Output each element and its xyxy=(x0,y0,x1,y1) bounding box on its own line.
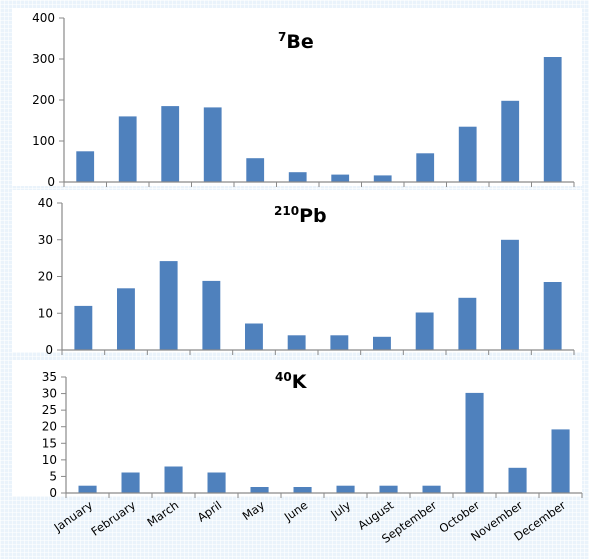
bar-november xyxy=(508,467,527,493)
bar-april xyxy=(207,472,226,493)
y-tick-label: 300 xyxy=(32,52,55,66)
y-tick-label: 0 xyxy=(45,343,53,357)
y-tick-label: 35 xyxy=(42,370,57,384)
bar-may xyxy=(245,323,263,350)
chart-panel-be7: 0 100 200 300 400 7Be xyxy=(12,8,582,189)
bar-march xyxy=(161,106,180,182)
x-tick-label: March xyxy=(144,498,181,530)
bar-august xyxy=(373,175,392,182)
bar-january xyxy=(78,485,97,493)
x-tick-label: February xyxy=(88,498,138,539)
bar-july xyxy=(336,485,355,493)
bar-january xyxy=(74,305,93,350)
y-tick-label: 10 xyxy=(42,453,57,467)
bar-july xyxy=(330,335,349,350)
x-tick-label: January xyxy=(51,498,96,535)
x-tick-label: May xyxy=(240,498,268,523)
bar-march xyxy=(159,261,178,350)
bar-march xyxy=(164,466,183,493)
bar-november xyxy=(501,239,519,351)
bar-october xyxy=(465,392,484,493)
y-tick-label: 5 xyxy=(49,469,57,483)
y-tick-label: 20 xyxy=(38,270,53,284)
y-tick-label: 0 xyxy=(49,486,57,500)
bar-december xyxy=(551,429,570,493)
x-tick-label: June xyxy=(281,498,310,524)
x-tick-label: July xyxy=(327,498,353,522)
bar-august xyxy=(373,336,391,350)
panel-title: 7Be xyxy=(278,30,314,53)
y-tick-label: 40 xyxy=(38,196,53,210)
y-tick-label: 400 xyxy=(32,11,55,25)
panel-title: 210Pb xyxy=(274,204,327,227)
bar-september xyxy=(416,153,435,182)
title-symbol: K xyxy=(292,371,308,393)
title-symbol: Pb xyxy=(299,205,327,227)
bar-december xyxy=(543,282,562,350)
bar-june xyxy=(287,335,306,350)
x-tick-label: April xyxy=(195,498,225,525)
panel-background xyxy=(12,360,582,496)
bar-october xyxy=(458,297,477,350)
chart-panel-pb210: 0 10 20 30 40 210Pb xyxy=(12,190,582,357)
bar-august xyxy=(379,485,398,493)
bar-february xyxy=(117,288,135,350)
bar-may xyxy=(246,158,265,182)
y-tick-label: 20 xyxy=(42,420,57,434)
bar-february xyxy=(121,472,140,493)
y-tick-label: 200 xyxy=(32,93,55,107)
bar-june xyxy=(288,172,307,182)
bar-november xyxy=(501,100,520,182)
bar-july xyxy=(331,174,350,182)
title-superscript: 210 xyxy=(274,204,299,218)
title-superscript: 7 xyxy=(278,30,286,44)
panel-title: 40K xyxy=(275,370,308,393)
bar-january xyxy=(76,151,95,183)
title-superscript: 40 xyxy=(275,370,292,384)
bar-april xyxy=(203,107,222,182)
bar-september xyxy=(415,312,434,350)
bar-december xyxy=(543,57,562,182)
title-symbol: Be xyxy=(286,31,313,53)
bar-june xyxy=(293,487,312,493)
y-tick-label: 15 xyxy=(42,436,57,450)
bar-february xyxy=(118,116,137,182)
y-tick-label: 30 xyxy=(42,387,57,401)
y-tick-label: 100 xyxy=(32,134,55,148)
panel-background xyxy=(12,8,582,186)
y-tick-label: 30 xyxy=(38,233,53,247)
bar-september xyxy=(422,485,441,493)
bar-october xyxy=(458,126,477,182)
bar-april xyxy=(202,280,221,350)
y-tick-label: 0 xyxy=(47,175,55,189)
panel-background xyxy=(12,190,582,352)
bar-may xyxy=(250,487,269,493)
y-tick-label: 25 xyxy=(42,403,57,417)
y-tick-label: 10 xyxy=(38,306,53,320)
